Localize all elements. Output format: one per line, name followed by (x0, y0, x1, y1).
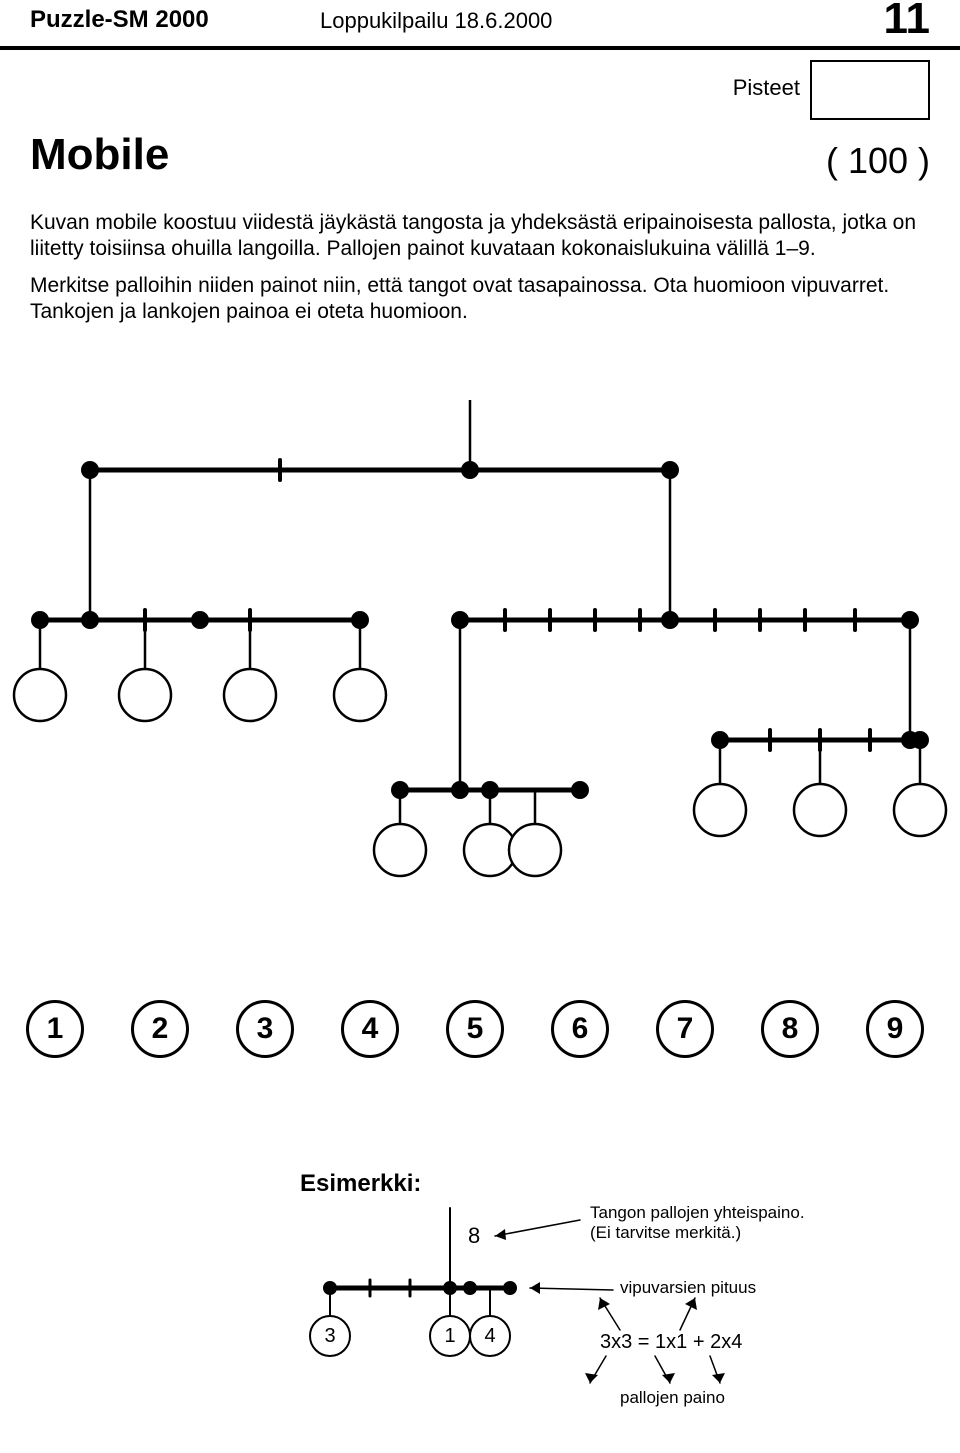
example-section: Esimerkki: 8 Tangon pallojen yhteispaino.… (300, 1170, 900, 1430)
answer-option-7: 7 (656, 1000, 714, 1058)
answer-option-3: 3 (236, 1000, 294, 1058)
page-number: 11 (883, 0, 930, 44)
svg-text:vipuvarsien pituus: vipuvarsien pituus (620, 1278, 756, 1297)
svg-text:(Ei tarvitse merkitä.): (Ei tarvitse merkitä.) (590, 1223, 741, 1242)
svg-text:3x3 = 1x1 + 2x4: 3x3 = 1x1 + 2x4 (600, 1331, 742, 1353)
svg-text:4: 4 (484, 1325, 495, 1347)
page-header: Puzzle-SM 2000 Loppukilpailu 18.6.2000 1… (0, 0, 960, 50)
header-event: Loppukilpailu 18.6.2000 (320, 8, 552, 34)
header-competition: Puzzle-SM 2000 (30, 6, 209, 34)
score-label: Pisteet (733, 75, 800, 101)
para1: Kuvan mobile koostuu viidestä jäykästä t… (30, 210, 930, 263)
answer-option-8: 8 (761, 1000, 819, 1058)
svg-text:1: 1 (444, 1325, 455, 1347)
svg-text:pallojen paino: pallojen paino (620, 1388, 725, 1407)
answer-option-1: 1 (26, 1000, 84, 1058)
puzzle-title: Mobile (30, 130, 169, 180)
answer-option-5: 5 (446, 1000, 504, 1058)
puzzle-description: Kuvan mobile koostuu viidestä jäykästä t… (30, 210, 930, 335)
answer-option-9: 9 (866, 1000, 924, 1058)
example-diagram: 8 Tangon pallojen yhteispaino.(Ei tarvits… (300, 1198, 900, 1428)
answer-option-4: 4 (341, 1000, 399, 1058)
answer-options: 123456789 (0, 1000, 960, 1080)
answer-option-2: 2 (131, 1000, 189, 1058)
score-box (810, 60, 930, 120)
para2: Merkitse palloihin niiden painot niin, e… (30, 273, 930, 326)
answer-option-6: 6 (551, 1000, 609, 1058)
example-title: Esimerkki: (300, 1170, 900, 1198)
mobile-diagram (0, 400, 960, 960)
svg-text:3: 3 (324, 1325, 335, 1347)
puzzle-points: ( 100 ) (826, 140, 930, 182)
svg-text:Tangon pallojen yhteispaino.: Tangon pallojen yhteispaino. (590, 1203, 805, 1222)
svg-text:8: 8 (468, 1223, 480, 1248)
